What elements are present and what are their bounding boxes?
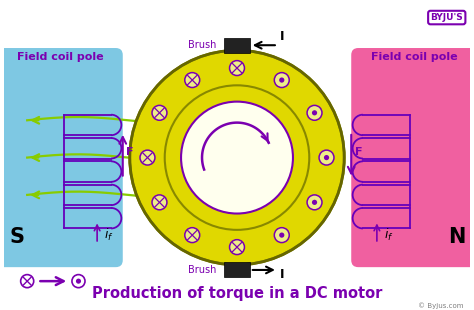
Circle shape bbox=[307, 105, 322, 120]
Circle shape bbox=[229, 60, 245, 76]
Text: I: I bbox=[280, 30, 284, 42]
Text: Brush: Brush bbox=[188, 265, 216, 275]
Circle shape bbox=[130, 50, 344, 265]
Bar bbox=[224, 263, 250, 277]
FancyBboxPatch shape bbox=[351, 48, 474, 267]
Circle shape bbox=[279, 78, 284, 83]
Circle shape bbox=[324, 155, 329, 160]
Text: I: I bbox=[280, 268, 284, 281]
Text: Field coil pole: Field coil pole bbox=[17, 52, 103, 62]
Circle shape bbox=[185, 228, 200, 242]
Circle shape bbox=[274, 228, 289, 242]
Circle shape bbox=[229, 240, 245, 255]
Circle shape bbox=[312, 200, 317, 205]
Bar bbox=[224, 38, 250, 53]
Circle shape bbox=[274, 73, 289, 87]
Circle shape bbox=[152, 195, 167, 210]
Text: Field coil pole: Field coil pole bbox=[371, 52, 457, 62]
Circle shape bbox=[185, 73, 200, 87]
Text: Brush: Brush bbox=[188, 40, 216, 50]
Circle shape bbox=[307, 195, 322, 210]
Circle shape bbox=[319, 150, 334, 165]
Circle shape bbox=[181, 102, 293, 214]
Circle shape bbox=[279, 232, 284, 238]
Text: F: F bbox=[355, 147, 363, 157]
Text: N: N bbox=[448, 227, 466, 247]
Text: S: S bbox=[9, 227, 25, 247]
Circle shape bbox=[140, 150, 155, 165]
Circle shape bbox=[152, 105, 167, 120]
Text: Production of torque in a DC motor: Production of torque in a DC motor bbox=[92, 286, 382, 301]
Circle shape bbox=[72, 275, 85, 288]
Text: $i_f$: $i_f$ bbox=[384, 227, 393, 242]
Text: $i_f$: $i_f$ bbox=[104, 227, 114, 242]
Circle shape bbox=[312, 110, 317, 115]
Circle shape bbox=[21, 275, 34, 288]
Text: © Byjus.com: © Byjus.com bbox=[418, 303, 463, 309]
Text: BYJU'S: BYJU'S bbox=[430, 13, 463, 22]
Circle shape bbox=[76, 279, 81, 284]
Text: F: F bbox=[127, 147, 134, 157]
FancyBboxPatch shape bbox=[0, 48, 123, 267]
